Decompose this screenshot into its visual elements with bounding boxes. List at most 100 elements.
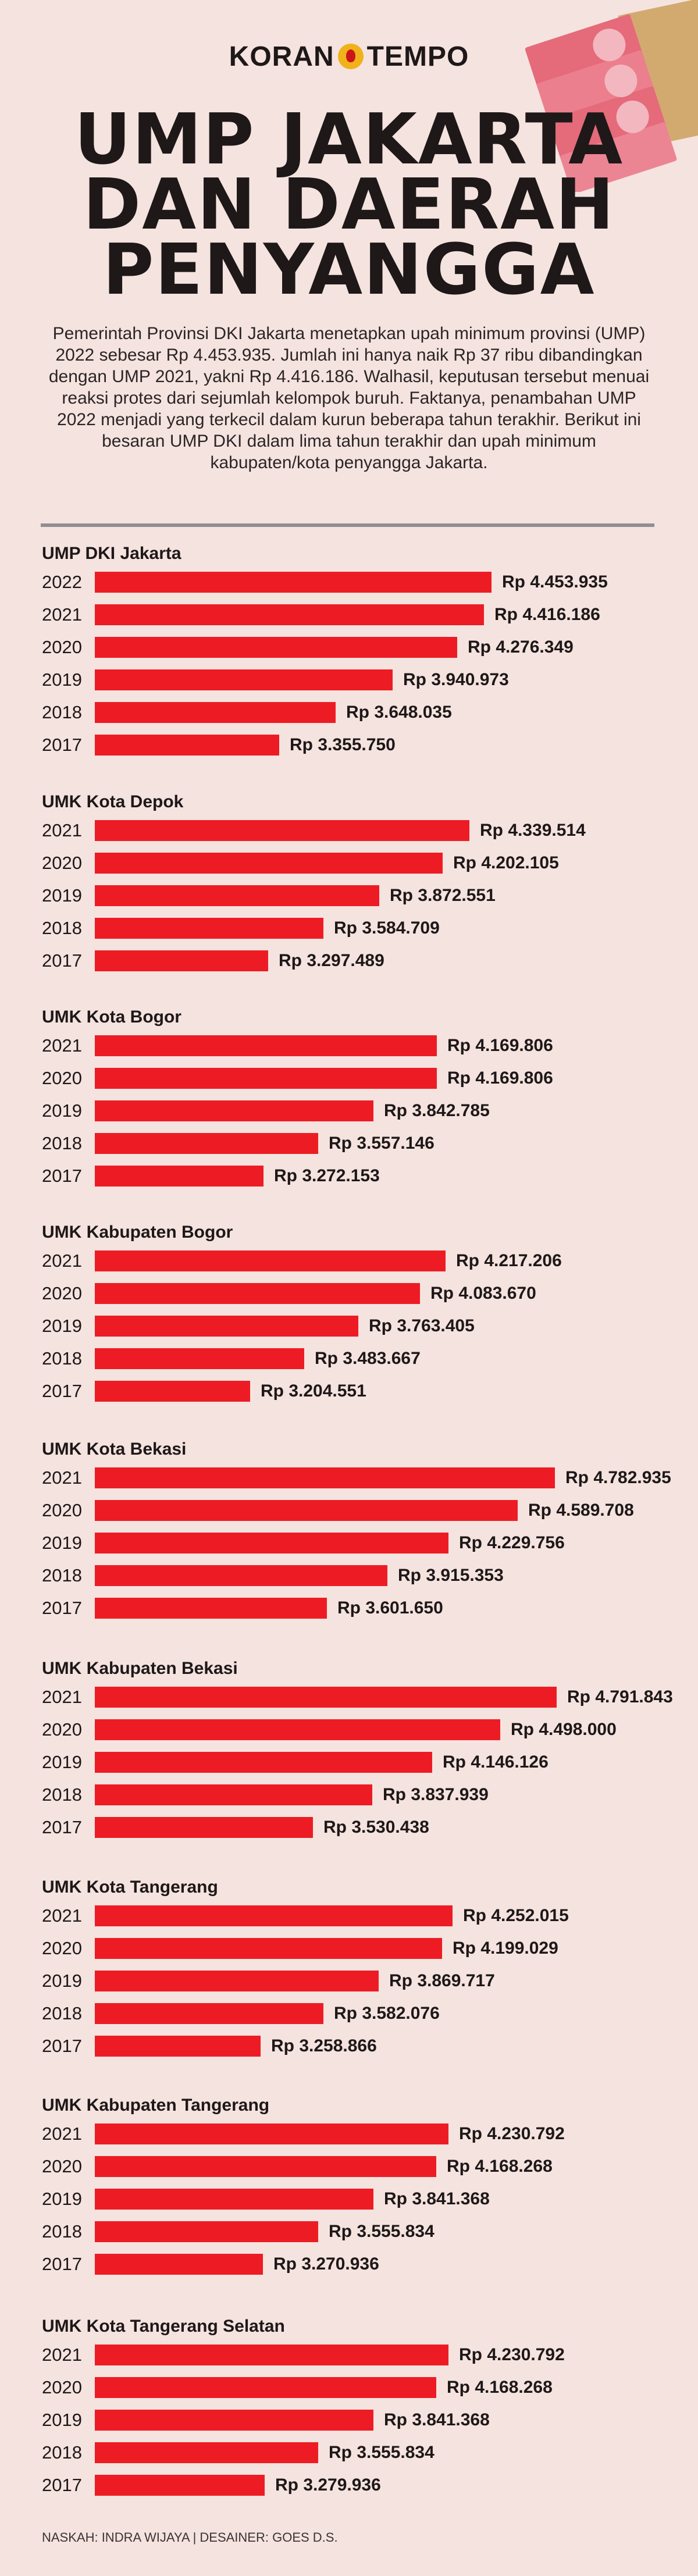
tempo-logo-icon (337, 44, 364, 69)
category-label: 2017 (42, 1598, 82, 1618)
category-label: 2018 (42, 1348, 82, 1369)
category-label: 2021 (42, 2123, 82, 2144)
category-label: 2020 (42, 853, 82, 873)
credits: NASKAH: INDRA WIJAYA | DESAINER: GOES D.… (42, 2530, 338, 2545)
data-label: Rp 4.169.806 (447, 1036, 553, 1055)
bar (95, 1784, 372, 1805)
data-label: Rp 4.791.843 (567, 1687, 673, 1706)
chart-title: UMK Kabupaten Bogor (42, 1223, 233, 1242)
bar (95, 1752, 432, 1773)
data-label: Rp 4.339.514 (480, 821, 586, 840)
category-label: 2021 (42, 820, 82, 840)
data-label: Rp 4.416.186 (494, 605, 600, 624)
bar (95, 702, 336, 723)
title-line-2: DAN DAERAH (83, 165, 615, 245)
category-label: 2018 (42, 918, 82, 938)
bar (95, 1565, 387, 1586)
bar (95, 1100, 373, 1121)
data-label: Rp 3.204.551 (261, 1381, 366, 1401)
data-label: Rp 4.498.000 (511, 1720, 617, 1739)
data-label: Rp 3.582.076 (334, 2004, 440, 2023)
category-label: 2018 (42, 1784, 82, 1805)
data-label: Rp 4.230.792 (459, 2345, 565, 2364)
data-label: Rp 4.083.670 (430, 1284, 536, 1303)
bar (95, 2442, 318, 2463)
bar (95, 1381, 250, 1402)
category-label: 2018 (42, 1565, 82, 1585)
money-envelope-illustration (525, 0, 698, 192)
bar (95, 2036, 261, 2057)
bar (95, 735, 279, 756)
category-label: 2017 (42, 1817, 82, 1837)
bar (95, 2254, 263, 2275)
bar (95, 1905, 453, 1926)
data-label: Rp 4.230.792 (459, 2124, 565, 2143)
bar (95, 950, 268, 971)
data-label: Rp 3.940.973 (403, 670, 509, 689)
category-label: 2019 (42, 885, 82, 906)
category-label: 2019 (42, 2410, 82, 2430)
data-label: Rp 3.555.834 (329, 2443, 435, 2462)
title-line-1: UMP JAKARTA (74, 99, 624, 180)
bar (95, 918, 323, 939)
brand-logo: KORAN TEMPO (0, 41, 698, 73)
bar (95, 1467, 555, 1488)
category-label: 2022 (42, 572, 82, 592)
data-label: Rp 3.648.035 (346, 703, 452, 722)
data-label: Rp 4.168.268 (447, 2157, 553, 2176)
category-label: 2018 (42, 2442, 82, 2463)
chart-title: UMK Kota Bogor (42, 1007, 181, 1027)
data-label: Rp 4.202.105 (453, 853, 559, 872)
data-label: Rp 4.276.349 (468, 637, 574, 657)
category-label: 2020 (42, 1283, 82, 1303)
data-label: Rp 3.258.866 (271, 2036, 377, 2055)
brand-right: TEMPO (366, 41, 469, 72)
category-label: 2021 (42, 1250, 82, 1271)
category-label: 2017 (42, 2254, 82, 2274)
bar (95, 2410, 373, 2431)
bar (95, 1068, 437, 1089)
data-label: Rp 3.355.750 (290, 735, 396, 754)
data-label: Rp 3.872.551 (390, 886, 496, 905)
data-label: Rp 4.146.126 (443, 1752, 549, 1772)
data-label: Rp 3.557.146 (329, 1134, 435, 1153)
page-title: UMP JAKARTA DAN DAERAH PENYANGGA (0, 99, 698, 311)
category-label: 2017 (42, 1166, 82, 1186)
category-label: 2018 (42, 1133, 82, 1153)
category-label: 2019 (42, 2189, 82, 2209)
category-label: 2019 (42, 1971, 82, 1991)
category-label: 2020 (42, 1068, 82, 1088)
intro-paragraph: Pemerintah Provinsi DKI Jakarta menetapk… (48, 324, 650, 472)
bar (95, 2123, 448, 2144)
data-label: Rp 4.168.268 (447, 2378, 553, 2397)
title-line-3: PENYANGGA (102, 230, 596, 311)
data-label: Rp 3.915.353 (398, 1566, 504, 1585)
bar (95, 853, 443, 874)
bar (95, 637, 457, 658)
bar (95, 1817, 313, 1838)
data-label: Rp 3.841.368 (384, 2410, 490, 2429)
bar (95, 2003, 323, 2024)
data-label: Rp 4.229.756 (459, 1533, 565, 1552)
category-label: 2021 (42, 1687, 82, 1707)
bar (95, 2345, 448, 2365)
category-label: 2017 (42, 735, 82, 755)
category-label: 2021 (42, 1467, 82, 1488)
bar (95, 2189, 373, 2210)
data-label: Rp 3.763.405 (369, 1316, 475, 1335)
category-label: 2020 (42, 1719, 82, 1740)
bar (95, 1971, 379, 1991)
bar (95, 1166, 263, 1187)
bar (95, 2377, 436, 2398)
bar (95, 1250, 446, 1271)
bar (95, 2221, 318, 2242)
category-label: 2021 (42, 604, 82, 625)
category-label: 2020 (42, 637, 82, 657)
bar (95, 1316, 358, 1337)
data-label: Rp 3.837.939 (383, 1785, 489, 1804)
category-label: 2019 (42, 669, 82, 690)
bar (95, 2156, 436, 2177)
category-label: 2017 (42, 2475, 82, 2495)
category-label: 2018 (42, 2221, 82, 2242)
divider (41, 523, 654, 527)
